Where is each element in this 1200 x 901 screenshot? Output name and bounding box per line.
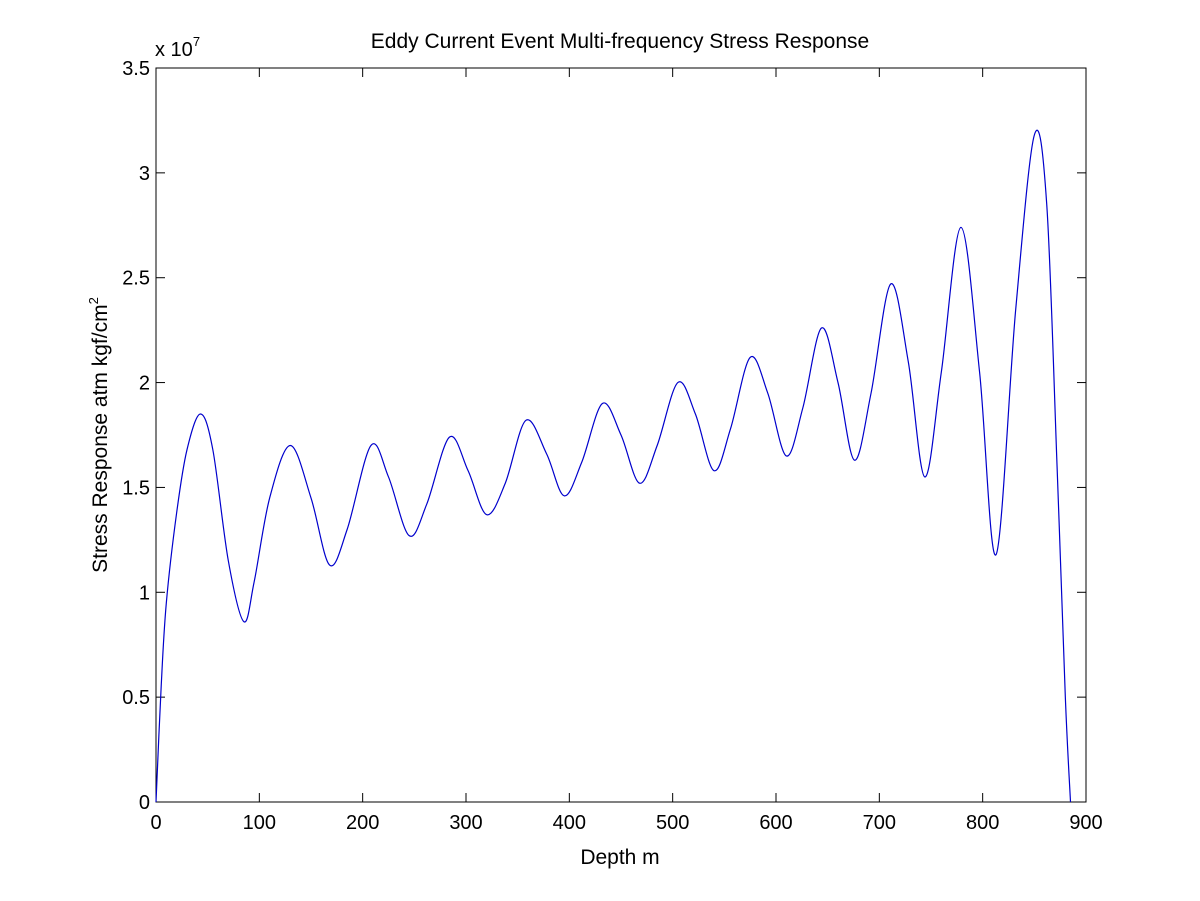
x-tick-label: 200 — [346, 812, 379, 834]
series-line — [155, 129, 1072, 803]
x-tick-label: 400 — [553, 812, 586, 834]
y-multiplier-exponent: 7 — [193, 34, 200, 49]
plot-area: 0 100 200 300 400 500 600 700 800 900 0 0.5 1 1.5 2 2.… — [122, 58, 1103, 834]
y-tick-label: 0.5 — [122, 687, 150, 709]
y-tick-label: 2 — [139, 373, 150, 395]
series-layer — [155, 129, 1072, 803]
y-tick-label: 2.5 — [122, 268, 150, 290]
x-tick-label: 500 — [656, 812, 689, 834]
x-tick-label: 100 — [243, 812, 276, 834]
y-multiplier-base: x 10 — [155, 39, 193, 61]
axes-box — [155, 67, 1087, 803]
y-axis-title-superscript: 2 — [86, 297, 101, 304]
x-tick-label: 600 — [759, 812, 792, 834]
y-tick-label: 0 — [139, 792, 150, 814]
y-tick-label: 3.5 — [122, 58, 150, 80]
chart-title: Eddy Current Event Multi-frequency Stres… — [371, 30, 869, 53]
y-axis-title: Stress Response atm kgf/cm2 — [86, 297, 112, 573]
y-tick-label: 1 — [139, 582, 150, 604]
x-tick-label: 0 — [150, 812, 161, 834]
y-tick-label: 3 — [139, 163, 150, 185]
y-tick-label: 1.5 — [122, 477, 150, 499]
y-axis-title-base: Stress Response atm kgf/cm — [89, 304, 112, 572]
x-tick-label: 700 — [863, 812, 896, 834]
y-axis: 0 0.5 1 1.5 2 2.5 3 3.5 — [122, 58, 1086, 814]
x-axis-title: Depth m — [580, 846, 659, 869]
x-tick-label: 800 — [966, 812, 999, 834]
x-axis: 0 100 200 300 400 500 600 700 800 900 — [150, 68, 1103, 834]
x-tick-label: 900 — [1069, 812, 1102, 834]
y-multiplier-label: x 107 — [155, 34, 200, 61]
x-tick-label: 300 — [449, 812, 482, 834]
